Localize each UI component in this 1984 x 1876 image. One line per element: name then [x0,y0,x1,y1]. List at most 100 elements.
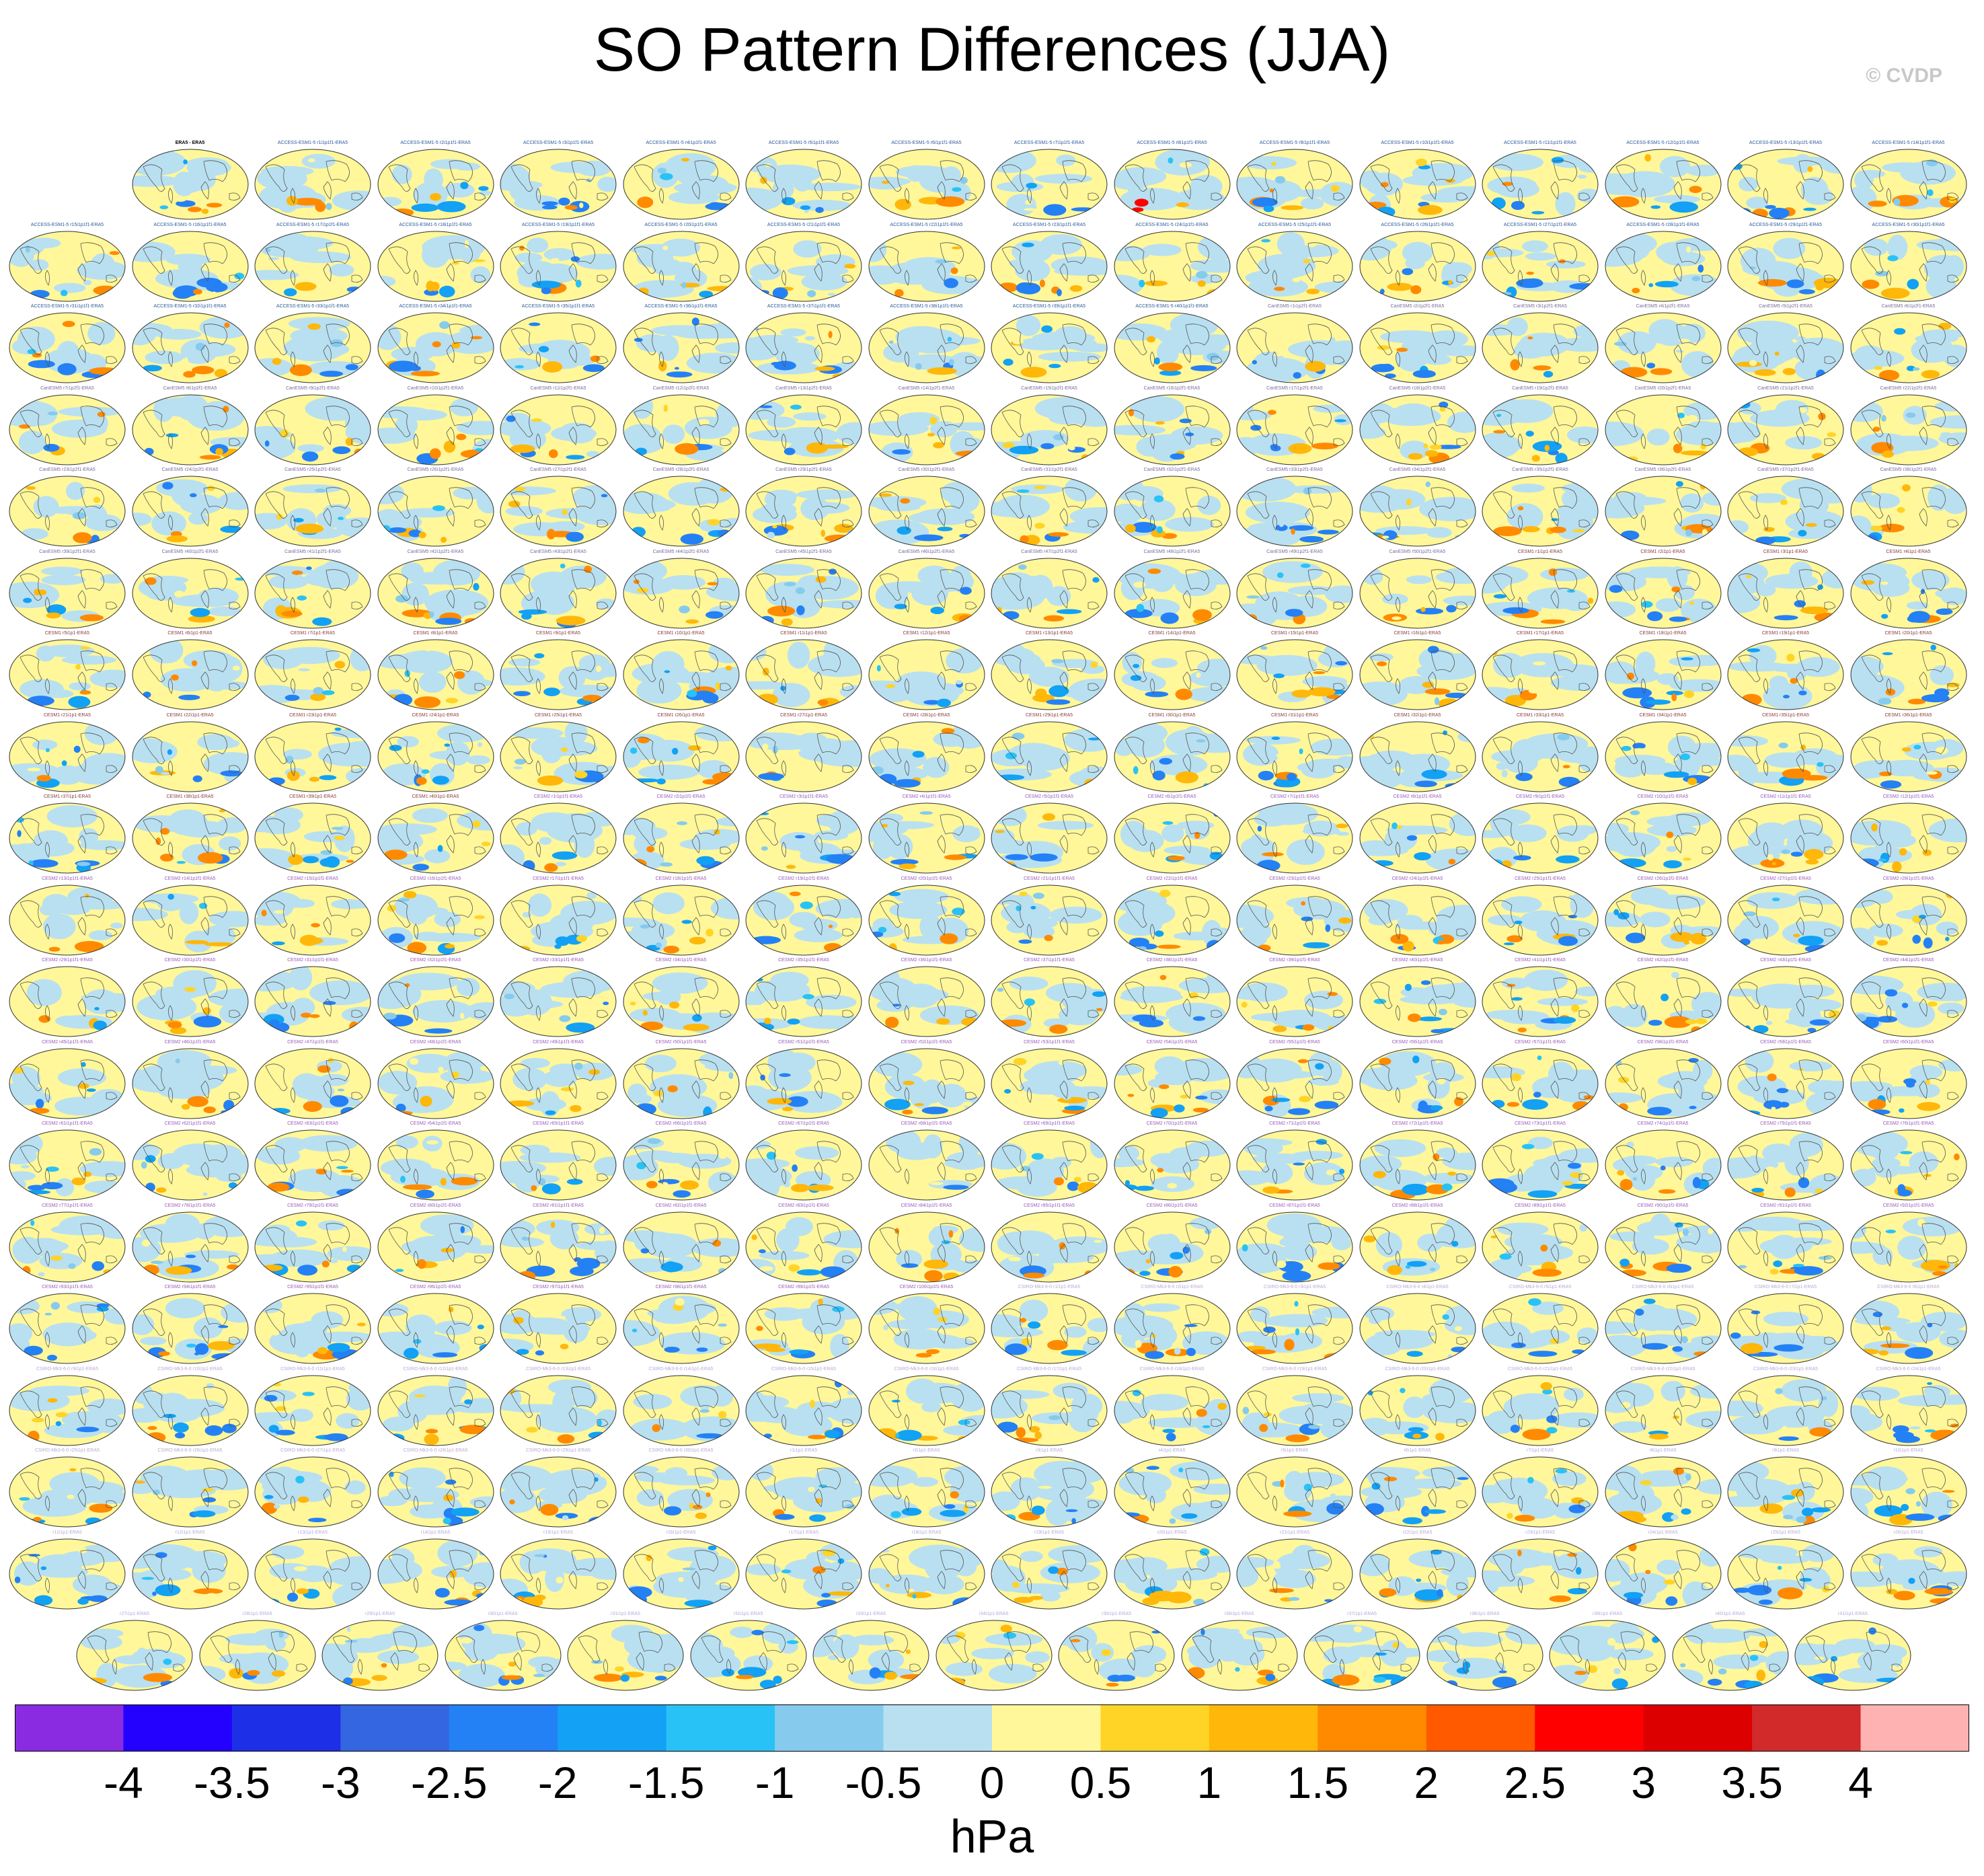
map-panel: CESM2 r61i1p1f1-ERA5 [7,1121,128,1201]
map-panel: CESM2 r45i1p1f1-ERA5 [7,1039,128,1120]
map-panel-title: CESM2 r97i1p1f1-ERA5 [533,1285,584,1289]
map-panel-title: CESM2 r14i1p1f1-ERA5 [164,876,216,881]
map-panel-title: CESM2 r93i1p1f1-ERA5 [42,1285,93,1289]
map-panel: CanESM5 r50i1p2f1-ERA5 [1357,549,1478,630]
map-panel-title: CESM1 r5i1p1-ERA5 [44,631,90,636]
colorbar-tick-label: 4 [1848,1758,1873,1807]
map-panel: CanESM5 r18i1p2f1-ERA5 [1357,385,1478,466]
map-panel-field [254,312,371,383]
map-panel: CanESM5 r4i1p2f1-ERA5 [1603,303,1724,384]
map-panel: CESM1 r30i1p1-ERA5 [1112,712,1233,793]
map-panel-title: CESM2 r57i1p1f1-ERA5 [1515,1039,1566,1045]
map-panel-field [1605,1129,1721,1201]
map-panel-title: CSIRO-Mk3-6-0 r9i1p1-ERA5 [36,1366,99,1372]
map-panel-title: CESM2 r47i1p1f1-ERA5 [287,1039,338,1045]
map-panel: ACCESS-ESM1-5 r32i1p1f1-ERA5 [130,303,251,384]
map-panel-title: CESM2 r66i1p1f1-ERA5 [655,1121,707,1126]
map-panel-field [1482,639,1599,710]
colorbar-swatch [449,1704,558,1752]
map-panel-field [868,476,985,547]
map-panel-field [1727,476,1844,547]
map-panel-field [1727,1293,1844,1364]
map-panel: CESM1 r21i1p1-ERA5 [7,712,128,793]
map-panel-title: CESM1 r37i1p1-ERA5 [43,794,91,799]
map-panel-field [1727,1538,1844,1609]
map-panel-title: CanESM5 r27i1p2f1-ERA5 [530,467,586,472]
map-panel-field [623,1048,739,1119]
map-panel-title: CanESM5 r46i1p2f1-ERA5 [898,549,955,554]
map-panel-title: CSIRO-Mk3-6-0 r1i1p1-ERA5 [1018,1285,1081,1289]
map-panel: CSIRO-Mk3-6-0 r10i1p1-ERA5 [130,1366,251,1447]
map-panel-field [500,1048,617,1119]
map-panel: CESM2 r70i1p1f1-ERA5 [1112,1121,1233,1201]
map-panel-title: CanESM5 r4i1p2f1-ERA5 [1636,304,1690,309]
map-panel: r26i1p1-ERA5 [1848,1530,1969,1610]
map-panel-title: ACCESS-ESM1-5 r20i1p1f1-ERA5 [644,222,718,227]
map-panel-field [1482,1048,1599,1119]
map-panel: r30i1p1-ERA5 [443,1611,564,1692]
map-panel-field [745,1456,862,1528]
map-panel-field [868,1211,985,1282]
map-panel-field [1605,639,1721,710]
map-panel-title: CESM2 r27i1p1f1-ERA5 [1760,876,1811,881]
map-panel-field [1236,476,1353,547]
colorbar-tick-label: 0 [979,1758,1005,1807]
map-panel-title: CanESM5 r28i1p2f1-ERA5 [652,467,710,472]
map-panel-title: r13i1p1-ERA5 [298,1530,328,1535]
map-panel: CESM2 r35i1p1f1-ERA5 [743,957,864,1038]
map-panel-field [1727,1048,1844,1119]
map-panel-field [991,1211,1108,1282]
map-panel: CESM1 r23i1p1-ERA5 [252,712,373,793]
map-panel-field [132,1129,248,1201]
map-panel-title: r28i1p1-ERA5 [242,1612,272,1616]
map-panel: CESM2 r83i1p1f1-ERA5 [743,1203,864,1283]
map-panel-field [868,1538,985,1609]
map-panel-title: r1i1p1-ERA5 [790,1448,818,1453]
map-panel: CESM1 r16i1p1-ERA5 [1357,630,1478,711]
map-panel-field [623,1456,739,1528]
map-panel-title: ACCESS-ESM1-5 r9i1p1f1-ERA5 [1259,141,1330,145]
map-panel-field [1727,558,1844,628]
map-panel-field [991,802,1108,874]
map-panel: CanESM5 r43i1p2f1-ERA5 [498,549,619,630]
map-panel: CanESM5 r36i1p2f1-ERA5 [1603,467,1724,548]
map-panel: r37i1p1-ERA5 [1301,1611,1422,1692]
map-panel-title: ACCESS-ESM1-5 r37i1p1f1-ERA5 [767,304,841,309]
map-panel-title: ACCESS-ESM1-5 r2i1p1f1-ERA5 [400,141,471,145]
map-panel-title: CESM2 r40i1p1f1-ERA5 [1391,958,1443,963]
map-panel-title: CanESM5 r1i1p2f1-ERA5 [1268,304,1322,309]
map-panel: CSIRO-Mk3-6-0 r11i1p1-ERA5 [252,1366,373,1447]
map-panel-field [321,1620,438,1691]
map-panel-field [445,1620,561,1691]
map-panel: CESM1 r18i1p1-ERA5 [1603,630,1724,711]
map-panel-title: r35i1p1-ERA5 [1102,1612,1131,1616]
map-panel-title: r18i1p1-ERA5 [911,1530,942,1535]
map-panel-field [868,231,985,301]
map-panel: CESM1 r12i1p1-ERA5 [866,630,987,711]
map-panel-title: CESM2 r86i1p1f1-ERA5 [1146,1203,1198,1208]
map-panel-field [254,1293,371,1364]
colorbar-swatch [992,1704,1101,1752]
map-panel: CESM1 r37i1p1-ERA5 [7,794,128,874]
map-panel-title: r36i1p1-ERA5 [1224,1612,1254,1616]
map-panel: r34i1p1-ERA5 [933,1611,1055,1692]
map-panel-field [9,1375,126,1446]
map-panel-field [1605,312,1721,383]
map-panel: CESM2 r23i1p1f1-ERA5 [1234,876,1355,956]
colorbar-swatch [1209,1704,1318,1752]
map-panel-title: CanESM5 r32i1p2f1-ERA5 [1143,467,1200,472]
map-panel-field [500,476,617,547]
map-panel-title: CSIRO-Mk3-6-0 r25i1p1-ERA5 [34,1448,100,1453]
map-panel-title: CESM1 r31i1p1-ERA5 [1270,712,1319,718]
map-panel-title: ACCESS-ESM1-5 r31i1p1f1-ERA5 [30,304,104,309]
map-panel-title: CESM1 r12i1p1-ERA5 [903,631,950,636]
map-panel-title: r9i1p1-ERA5 [1771,1448,1800,1453]
map-panel-field [1359,966,1476,1037]
map-panel: CSIRO-Mk3-6-0 r20i1p1-ERA5 [1357,1366,1478,1447]
map-panel: r32i1p1-ERA5 [688,1611,809,1692]
map-panel: CESM2 r93i1p1f1-ERA5 [7,1284,128,1365]
map-panel-field [1727,231,1844,301]
map-panel: CanESM5 r3i1p2f1-ERA5 [1480,303,1601,384]
map-panel-title: r33i1p1-ERA5 [856,1612,886,1616]
map-panel-title: CESM2 r48i1p1f1-ERA5 [410,1039,461,1045]
